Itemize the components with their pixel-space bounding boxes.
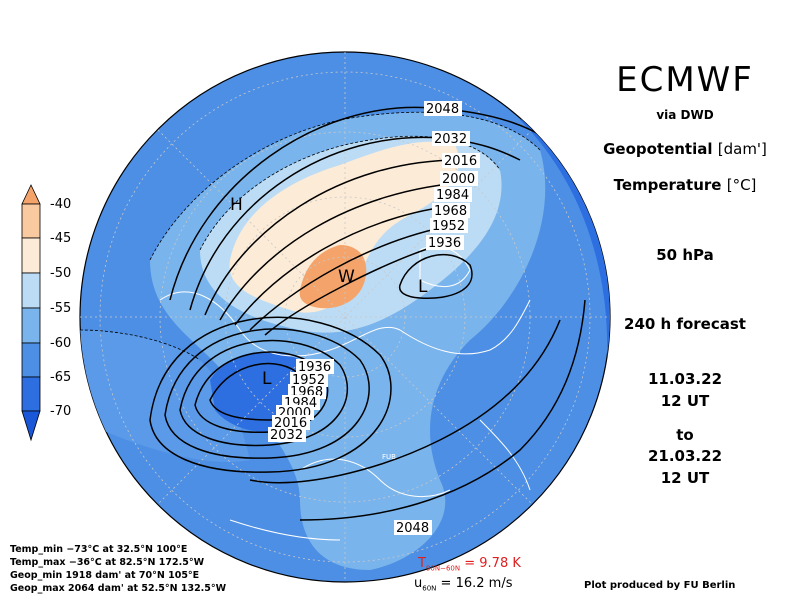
- colorbar-label: -65: [50, 370, 72, 385]
- contour-label: 1968: [434, 204, 467, 219]
- colorbar-swatch-3: [21, 272, 41, 309]
- fub-marker: FUB: [382, 453, 396, 461]
- contour-label: 1936: [298, 360, 331, 375]
- contour-label: 1936: [428, 236, 461, 251]
- data-source: via DWD: [656, 108, 714, 122]
- colorbar-top-arrow: [21, 184, 41, 205]
- colorbar-swatch-1: [21, 203, 41, 239]
- colorbar-bottom-arrow: [21, 410, 41, 442]
- contour-label: 2048: [426, 102, 459, 117]
- variable-temperature: Temperature [°C]: [580, 176, 790, 194]
- u-value: = 16.2 m/s: [440, 576, 513, 591]
- colorbar-label: -50: [50, 266, 72, 281]
- init-time: 12 UT: [660, 392, 710, 410]
- tdiff-subscript: 90N−60N: [425, 564, 461, 573]
- temp-min-stat: Temp_min −73°C at 32.5°N 100°E: [10, 544, 188, 555]
- valid-time: 12 UT: [660, 469, 710, 487]
- tdiff-symbol: T: [418, 556, 426, 571]
- cold-region-southwest: [80, 330, 250, 462]
- forecast-lead: 240 h forecast: [624, 315, 746, 333]
- high-marker: H: [230, 195, 243, 215]
- zonal-wind: u60N = 16.2 m/s: [414, 576, 512, 593]
- colorbar-label: -70: [50, 404, 72, 419]
- contour-label: 2016: [444, 154, 477, 169]
- variable-unit: [dam']: [717, 140, 767, 158]
- init-date: 11.03.22: [647, 370, 723, 388]
- colorbar-swatch-6: [21, 376, 41, 412]
- contour-labels: 2048 2032 2016 2000 1984 1968 1952 1936 …: [268, 101, 480, 536]
- geop-min-stat: Geop_min 1918 dam' at 70°N 105°E: [10, 570, 200, 581]
- u-symbol: u: [414, 576, 423, 591]
- variable-unit: [°C]: [726, 176, 757, 194]
- u-subscript: 60N: [422, 584, 437, 593]
- variable-name: Temperature: [613, 176, 722, 194]
- colorbar-swatch-5: [21, 342, 41, 378]
- variable-name: Geopotential: [603, 140, 713, 158]
- model-title: ECMWF: [616, 60, 754, 100]
- colorbar-swatch-2: [21, 237, 41, 274]
- colorbar-label: -60: [50, 336, 72, 351]
- pressure-level: 50 hPa: [656, 246, 714, 264]
- contour-label: 2048: [396, 521, 429, 536]
- plot-credit: Plot produced by FU Berlin: [584, 580, 736, 591]
- globe: [79, 51, 611, 583]
- tdiff-value: = 9.78 K: [464, 556, 521, 571]
- colorbar-swatch-4: [21, 307, 41, 344]
- temperature-difference: T90N−60N = 9.78 K: [418, 556, 521, 573]
- colorbar-label: -45: [50, 231, 72, 246]
- variable-geopotential: Geopotential [dam']: [580, 140, 790, 158]
- temp-max-stat: Temp_max −36°C at 82.5°N 172.5°W: [10, 557, 205, 568]
- contour-label: 1984: [436, 188, 469, 203]
- warm-region: [229, 141, 459, 313]
- geop-max-stat: Geop_max 2064 dam' at 52.5°N 132.5°W: [10, 583, 227, 594]
- contour-label: 1952: [432, 219, 465, 234]
- contour-label: 2032: [434, 132, 467, 147]
- contour-label: 2032: [270, 428, 303, 443]
- to-label: to: [676, 426, 694, 444]
- warm-marker: W: [338, 267, 355, 287]
- low-marker-east: L: [418, 277, 428, 297]
- colorbar-label: -55: [50, 301, 72, 316]
- colorbar-label: -40: [50, 197, 72, 212]
- low-marker-west: L: [262, 369, 272, 389]
- valid-date: 21.03.22: [647, 447, 723, 465]
- colorbar: [21, 184, 41, 442]
- contour-label: 2000: [442, 172, 475, 187]
